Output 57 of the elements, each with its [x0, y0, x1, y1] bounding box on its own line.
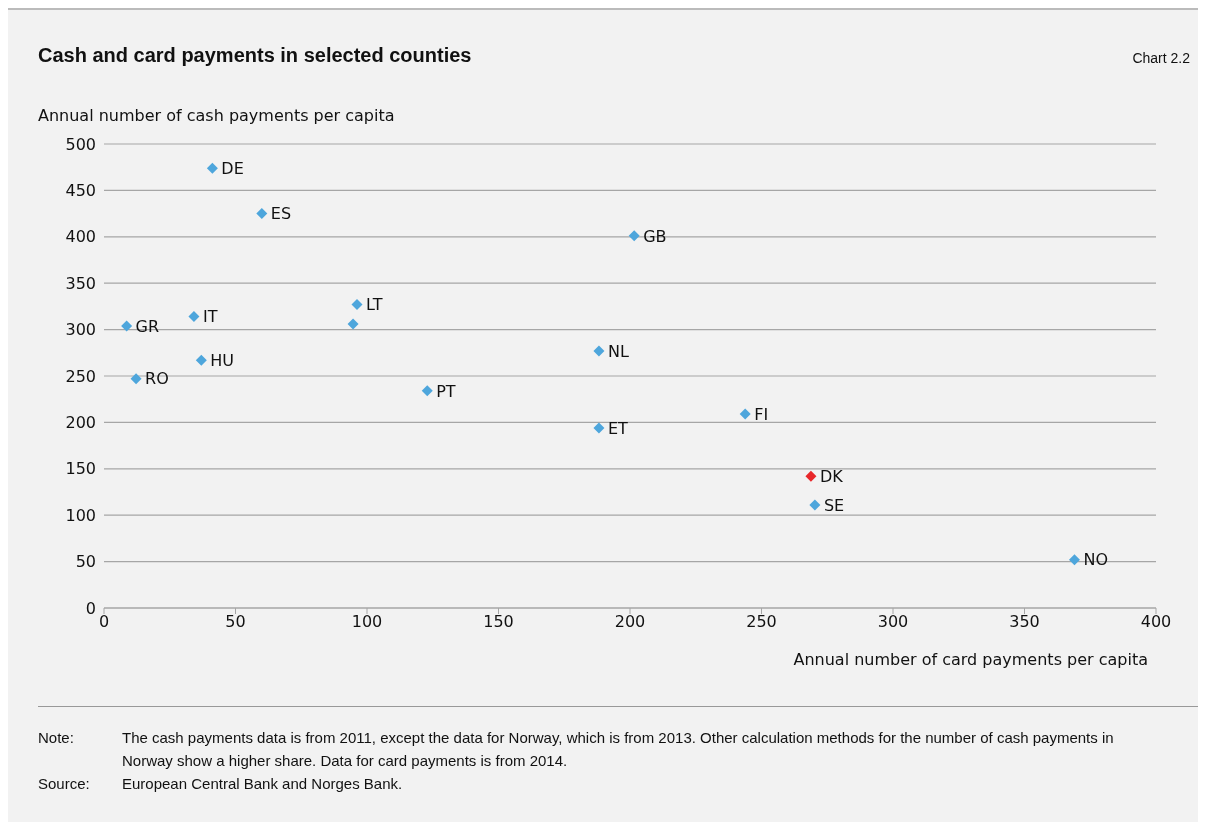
x-tick-label: 250 [746, 612, 777, 632]
annotation: HU [210, 350, 235, 370]
x-tick-label: 0 [98, 612, 110, 632]
annotation: DE [221, 158, 244, 178]
annotation: NL [607, 341, 629, 361]
y-tick-label: 200 [65, 413, 96, 433]
annotation: NO [1083, 550, 1109, 570]
point [739, 408, 751, 420]
point [188, 311, 200, 323]
y-tick-label: 450 [65, 181, 96, 201]
point [628, 230, 640, 242]
x-tick-label: 50 [225, 612, 246, 632]
point [121, 320, 133, 332]
point [351, 299, 363, 311]
x-tick-label: 350 [1009, 612, 1040, 632]
y-tick-label: 0 [85, 598, 96, 618]
x-tick-label: 400 [1140, 612, 1172, 632]
point [195, 354, 207, 366]
point [347, 318, 359, 330]
caption: Chart 2.2 [1132, 50, 1190, 66]
annotation: IT [202, 307, 218, 327]
annotation: RO [145, 369, 169, 389]
x-tick-label: 300 [877, 612, 909, 632]
annotation: SE [823, 495, 845, 515]
point [593, 345, 605, 357]
point [809, 499, 821, 511]
text: Source: European Central Bank and Norges Bank. [38, 775, 403, 792]
y-tick-label: 500 [65, 134, 96, 154]
annotation: PT [436, 381, 456, 401]
annotation: FI [754, 404, 769, 424]
y-tick-label: 350 [65, 273, 96, 293]
point [1068, 554, 1080, 566]
point [805, 470, 817, 482]
point [130, 373, 142, 385]
annotation: DK [819, 466, 844, 486]
x-axis-title: Annual number of card payments per capita [793, 650, 1148, 669]
point [206, 162, 218, 174]
y-tick-label: 150 [65, 459, 96, 479]
point [256, 208, 268, 220]
annotation: ET [607, 418, 629, 438]
point [421, 385, 433, 397]
text: Note: The cash payments data is from 2011, except the data for Norway, which is from 2013. Other calculation methods for the number of cash payments in Norway show a higher share. Data for card payments is from 2014. [38, 729, 1114, 769]
annotation: LT [366, 295, 383, 315]
point [593, 422, 605, 434]
x-tick-label: 150 [483, 612, 514, 632]
annotation: ES [270, 204, 292, 224]
y-axis-title: Annual number of cash payments per capita [38, 106, 395, 125]
x-tick-label: 100 [351, 612, 383, 632]
y-tick-label: 250 [65, 366, 96, 386]
y-tick-label: 300 [65, 320, 96, 340]
annotation: GR [135, 316, 160, 336]
annotation: GB [643, 226, 667, 246]
chart-title: Cash and card payments in selected counties [38, 44, 472, 67]
y-tick-label: 400 [65, 227, 96, 247]
y-tick-label: 50 [75, 552, 96, 572]
x-tick-label: 200 [614, 612, 646, 632]
y-tick-label: 100 [65, 505, 96, 525]
